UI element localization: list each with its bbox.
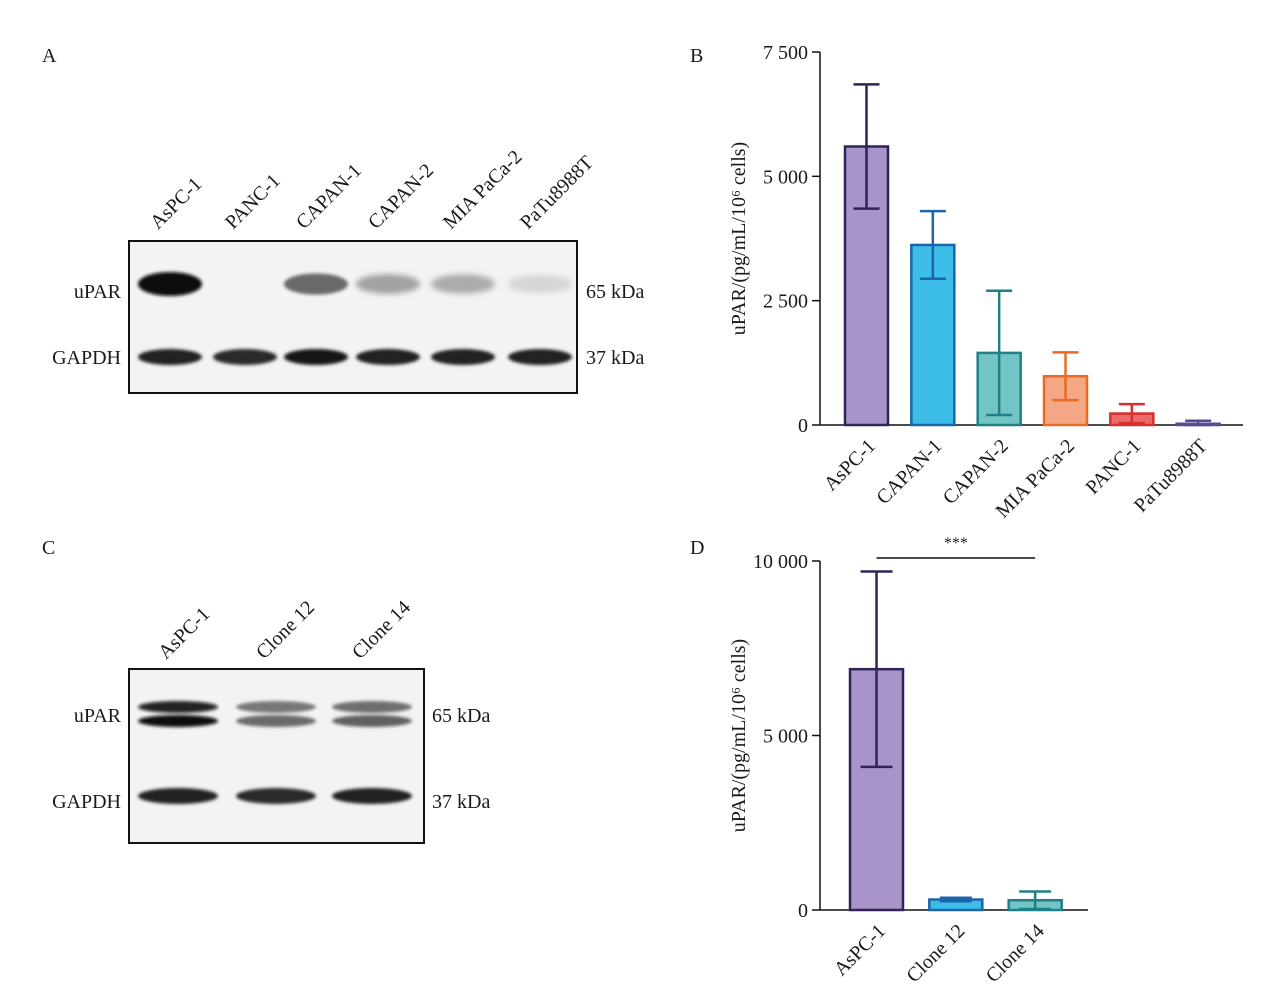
mw-label-gapdh: 37 kDa xyxy=(432,791,490,813)
band xyxy=(138,272,202,296)
band xyxy=(284,273,348,295)
band xyxy=(508,274,572,294)
band xyxy=(138,715,218,727)
lane-label: AsPC-1 xyxy=(154,603,214,663)
y-tick-label: 0 xyxy=(798,900,808,922)
band xyxy=(356,349,420,365)
blot-background xyxy=(130,242,576,392)
y-tick-label: 10 000 xyxy=(753,551,808,573)
y-tick-label: 2 500 xyxy=(763,291,808,313)
lane-label: AsPC-1 xyxy=(146,173,206,233)
mw-label-upar: 65 kDa xyxy=(586,281,644,303)
y-axis-label: uPAR/(pg/mL/10⁶ cells) xyxy=(728,639,750,832)
blot-background xyxy=(130,670,423,842)
y-tick-label: 0 xyxy=(798,415,808,437)
x-tick-label: AsPC-1 xyxy=(820,435,880,495)
y-tick-label: 5 000 xyxy=(763,726,808,748)
band xyxy=(284,349,348,365)
x-tick-label: Clone 12 xyxy=(902,920,969,987)
row-label-upar: uPAR xyxy=(74,705,122,727)
significance-label: *** xyxy=(944,535,968,552)
row-label-gapdh: GAPDH xyxy=(52,347,121,369)
band xyxy=(138,788,218,804)
western-blot-c: AsPC-1 Clone 12 Clone 14 uPAR GAPDH 65 kDa… xyxy=(52,597,490,844)
y-axis-label: uPAR/(pg/mL/10⁶ cells) xyxy=(728,142,750,335)
bar-chart-d: 0 5 000 10 000 uPAR/(pg/mL/10⁶ cells) AsPC-1… xyxy=(728,535,1088,987)
band xyxy=(213,349,277,365)
lane-label: Clone 12 xyxy=(252,597,319,664)
band xyxy=(508,349,572,365)
panel-letter-a: A xyxy=(42,45,57,67)
panel-letter-b: B xyxy=(690,45,703,67)
band xyxy=(332,788,412,804)
panel-letter-c: C xyxy=(42,537,55,559)
band xyxy=(138,701,218,713)
mw-label-gapdh: 37 kDa xyxy=(586,347,644,369)
band xyxy=(332,715,412,727)
y-tick-label: 7 500 xyxy=(763,42,808,64)
x-tick-label: AsPC-1 xyxy=(830,920,890,980)
lane-label: PaTu8988T xyxy=(516,152,598,234)
lane-label: MIA PaCa-2 xyxy=(439,146,526,233)
lane-label: CAPAN-2 xyxy=(364,160,438,234)
band xyxy=(236,715,316,727)
lane-label: PANC-1 xyxy=(221,170,285,234)
panel-letter-d: D xyxy=(690,537,704,559)
lane-label: Clone 14 xyxy=(348,597,415,664)
bar-chart-b: 0 2 500 5 000 7 500 uPAR/(pg/mL/10⁶ cells) As… xyxy=(728,42,1243,522)
band xyxy=(236,701,316,713)
band xyxy=(356,274,420,294)
x-tick-label: PaTu8988T xyxy=(1130,435,1212,517)
y-tick-label: 5 000 xyxy=(763,166,808,188)
x-tick-label: CAPAN-1 xyxy=(872,435,946,509)
band xyxy=(431,274,495,294)
row-label-gapdh: GAPDH xyxy=(52,791,121,813)
x-tick-label: PANC-1 xyxy=(1082,435,1146,499)
x-tick-label: Clone 14 xyxy=(982,920,1049,987)
lane-label: CAPAN-1 xyxy=(292,160,366,234)
band xyxy=(431,349,495,365)
band xyxy=(332,701,412,713)
mw-label-upar: 65 kDa xyxy=(432,705,490,727)
band xyxy=(138,349,202,365)
band xyxy=(236,788,316,804)
row-label-upar: uPAR xyxy=(74,281,122,303)
